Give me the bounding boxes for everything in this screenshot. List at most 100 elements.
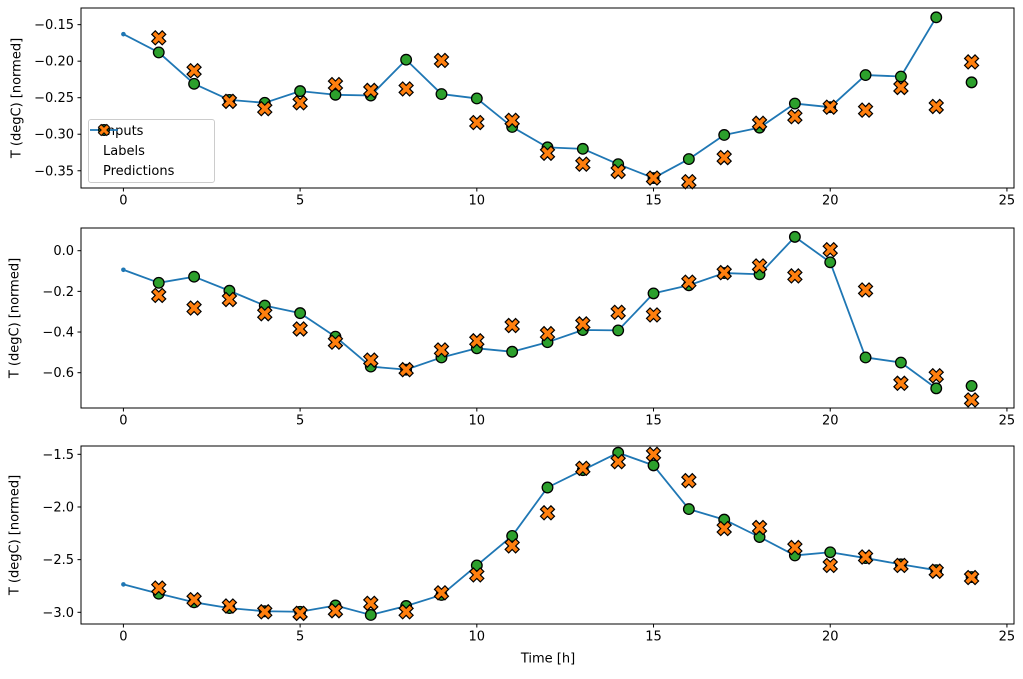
predictions-point	[893, 79, 909, 96]
predictions-point	[221, 291, 238, 308]
labels-point	[894, 356, 907, 369]
labels-point	[859, 351, 872, 364]
predictions-point	[574, 316, 591, 332]
panel-1: 0 5 10 15 20 25 −0.15 −0.20 −0.25 −0.30 −0.35	[34, 7, 1015, 209]
y-tick-label: −0.4	[42, 326, 74, 341]
predictions-point	[822, 99, 839, 116]
panel-3-series-predictions	[150, 446, 980, 622]
y-tick-label: −0.2	[42, 285, 74, 300]
predictions-point	[433, 52, 450, 69]
predictions-point	[681, 472, 697, 489]
labels-point	[400, 53, 413, 66]
predictions-point	[292, 321, 308, 337]
panel-1-series-predictions	[150, 29, 980, 190]
x-tick-label: 10	[469, 630, 486, 645]
labels-point	[788, 97, 801, 110]
legend-label-predictions: Predictions	[103, 164, 175, 179]
labels-point	[647, 287, 660, 300]
predictions-point	[362, 352, 379, 368]
x-tick-label: 5	[296, 414, 304, 429]
panel-3-y-ticks: −1.5 −2.0 −2.5 −3.0	[42, 448, 81, 621]
predictions-point	[822, 557, 839, 574]
predictions-point	[610, 163, 627, 180]
predictions-point	[150, 287, 167, 304]
predictions-point	[928, 98, 945, 115]
labels-point	[965, 76, 978, 89]
predictions-point	[150, 29, 167, 46]
x-tick-label: 0	[119, 630, 127, 645]
predictions-point	[928, 563, 945, 580]
predictions-point	[928, 367, 945, 384]
labels-point	[364, 608, 377, 621]
predictions-point	[893, 375, 909, 392]
predictions-point	[539, 145, 556, 162]
predictions-point	[681, 173, 697, 190]
predictions-point	[256, 305, 273, 322]
inputs-line	[123, 235, 937, 390]
x-tick-label: 15	[645, 630, 662, 645]
predictions-point	[398, 361, 414, 378]
predictions-point	[787, 539, 803, 556]
predictions-point	[504, 112, 521, 129]
predictions-point	[857, 282, 874, 298]
panel-2-x-ticks: 0 5 10 15 20 25	[119, 408, 1015, 429]
panel-3-x-ticks: 0 5 10 15 20 25	[119, 624, 1015, 645]
legend-label-labels: Labels	[103, 144, 145, 159]
labels-point	[541, 481, 554, 494]
predictions-point	[433, 342, 450, 358]
predictions-point	[398, 603, 414, 620]
predictions-point	[539, 504, 556, 521]
y-tick-label: −0.15	[34, 18, 74, 33]
y-tick-label: −0.25	[34, 91, 74, 106]
labels-point	[506, 529, 519, 542]
predictions-point	[645, 446, 662, 463]
predictions-point	[150, 580, 167, 596]
labels-point	[824, 546, 837, 559]
predictions-point	[468, 567, 485, 583]
labels-point	[188, 77, 201, 90]
panel-2-spines	[80, 227, 1015, 409]
y-tick-label: −0.6	[42, 366, 74, 381]
panel-2-series-predictions	[150, 241, 980, 408]
predictions-point	[963, 392, 980, 408]
predictions-point	[221, 598, 238, 614]
y-tick-label: 0.0	[53, 244, 74, 259]
predictions-point	[787, 108, 803, 125]
predictions-x-icon	[97, 123, 111, 137]
labels-point	[435, 88, 448, 101]
predictions-point	[539, 325, 556, 342]
labels-point	[612, 324, 625, 337]
predictions-point	[681, 274, 697, 291]
predictions-point	[716, 264, 733, 281]
legend-item-labels: Labels	[94, 124, 214, 162]
legend-item-predictions: Predictions	[94, 123, 214, 182]
labels-point	[859, 69, 872, 82]
predictions-point	[256, 603, 273, 620]
predictions-point	[893, 557, 909, 574]
predictions-point	[963, 569, 980, 586]
predictions-point	[398, 81, 414, 97]
y-axis-label-panel-3: T (degC) [normed]	[7, 474, 23, 596]
x-tick-label: 25	[999, 414, 1016, 429]
x-tick-label: 5	[296, 630, 304, 645]
x-tick-label: 15	[645, 194, 662, 209]
y-tick-label: −1.5	[42, 448, 74, 463]
labels-point	[930, 11, 943, 24]
labels-point	[965, 379, 978, 392]
labels-point	[824, 256, 837, 269]
inputs-point	[121, 31, 126, 37]
labels-point	[718, 129, 731, 141]
predictions-point	[716, 520, 733, 537]
labels-point	[294, 307, 307, 320]
predictions-point	[822, 241, 839, 258]
predictions-point	[327, 334, 344, 351]
predictions-point	[433, 584, 450, 601]
predictions-point	[504, 317, 521, 334]
labels-point	[506, 345, 519, 358]
labels-point	[152, 46, 165, 59]
labels-point	[576, 142, 589, 155]
x-tick-label: 15	[645, 414, 662, 429]
x-tick-label: 25	[999, 630, 1016, 645]
predictions-point	[751, 519, 768, 536]
